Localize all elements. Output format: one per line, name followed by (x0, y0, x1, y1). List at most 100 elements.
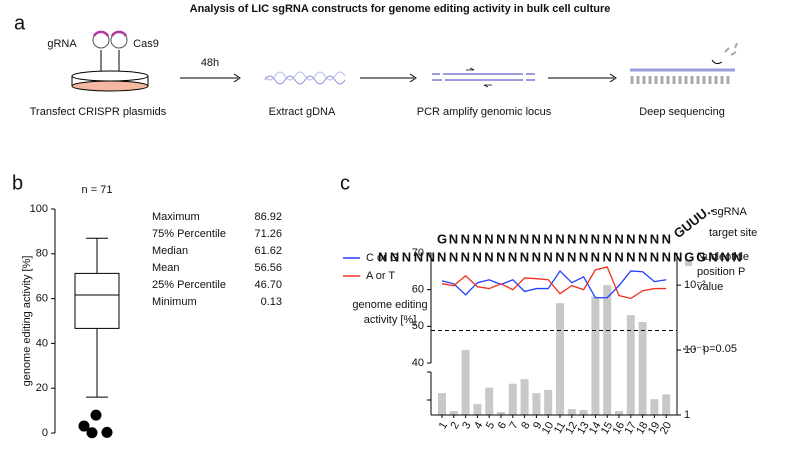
bar (556, 303, 564, 415)
legend-label: C or G (366, 252, 398, 264)
x-tick-label: 9 (531, 420, 544, 431)
x-tick-label: 12 (563, 420, 580, 437)
box (74, 272, 120, 329)
sequence: G (437, 231, 447, 246)
x-tick-label: 2 (448, 420, 461, 431)
outlier (86, 427, 98, 439)
primer (466, 67, 475, 71)
x-tick-label: 11 (552, 420, 568, 436)
y-tick-label: 40 (36, 337, 48, 349)
x-tick-label: 10 (540, 420, 557, 437)
bases (724, 42, 738, 56)
sequence: NNN (708, 249, 741, 264)
stat-value: 61.62 (254, 245, 282, 257)
stat-label: Minimum (152, 296, 197, 308)
outlier (78, 420, 90, 432)
x-tick-label: 20 (658, 420, 675, 437)
legend-label: p=0.05 (703, 343, 737, 355)
outlier (90, 409, 102, 421)
y-tick-label: 20 (36, 382, 48, 394)
dish-wall (71, 76, 149, 86)
sequence-label: sgRNA (712, 206, 748, 218)
dna (264, 71, 346, 81)
plasmid-insert (92, 30, 110, 37)
y2-tick-label: 10⁻¹ (684, 344, 706, 356)
panel-label: a (14, 12, 26, 34)
step-label: Extract gDNA (269, 106, 336, 118)
bar (638, 322, 647, 415)
sequence: NGG (673, 249, 706, 264)
bar (650, 399, 659, 415)
bar (662, 394, 671, 415)
bar (626, 315, 635, 415)
bar (603, 285, 612, 415)
bar (461, 350, 470, 415)
line (441, 269, 667, 299)
step-label: PCR amplify genomic locus (417, 106, 552, 118)
y-tick-label: 40 (412, 357, 424, 369)
arrowhead (409, 73, 417, 83)
sequence: NNNNN (378, 249, 435, 264)
sequence-label: target site (709, 227, 757, 239)
bar (438, 393, 446, 415)
stat-value: 71.26 (254, 228, 282, 240)
x-tick-label: 4 (472, 420, 485, 431)
bar (473, 404, 482, 415)
x-tick-label: 3 (460, 420, 473, 431)
stat-value: 46.70 (254, 279, 282, 291)
stat-label: Mean (152, 262, 180, 274)
y-tick-label: 70 (412, 247, 424, 259)
arrowhead (609, 73, 617, 83)
figure-title: Analysis of LIC sgRNA constructs for gen… (190, 3, 611, 15)
stat-label: Median (152, 245, 188, 257)
bar (591, 296, 600, 415)
y2-tick-label: 10⁻² (684, 279, 706, 291)
y-tick-label: 50 (412, 320, 424, 332)
bar (567, 409, 576, 415)
stat-value: 0.13 (261, 296, 282, 308)
dna (264, 75, 346, 85)
stat-label: 75% Percentile (152, 228, 226, 240)
stat-value: 56.56 (254, 262, 282, 274)
sequence: NNNNNNNNNNNNNNNNNNN (449, 231, 671, 246)
bar (579, 410, 588, 415)
x-tick-label: 5 (484, 420, 497, 431)
plasmid-label: gRNA (47, 38, 77, 50)
y-tick-label: 100 (30, 203, 48, 215)
step-label: Deep sequencing (639, 106, 725, 118)
arrowhead (233, 73, 241, 83)
step-label: Transfect CRISPR plasmids (30, 106, 167, 118)
x-tick-label: 8 (519, 420, 532, 431)
x-tick-label: 16 (611, 420, 628, 437)
y-axis-label: genome editing activity [%] (352, 299, 428, 326)
y-axis-break (427, 371, 432, 415)
panel-label: c (340, 172, 350, 194)
x-tick-label: 1 (437, 420, 450, 431)
x-tick-label: 19 (646, 420, 663, 437)
y-tick-label: 60 (412, 284, 424, 296)
bar (497, 412, 505, 415)
x-tick-label: 14 (587, 420, 604, 437)
bar (508, 383, 517, 415)
y2-tick-label: 1 (684, 409, 690, 421)
bar (449, 411, 458, 415)
y-tick-label: 0 (42, 427, 48, 439)
sequence: NNNNNNNNNNNNNNNNNNNN (437, 249, 671, 264)
bar (615, 411, 623, 415)
reads (630, 76, 730, 84)
x-tick-label: 17 (622, 420, 639, 437)
legend-label: Nucleotide position P value (697, 251, 749, 293)
legend-swatch (685, 259, 692, 266)
legend-label: A or T (366, 270, 395, 282)
bar (520, 379, 529, 415)
x-tick-label: 7 (507, 420, 520, 431)
arrow (711, 59, 723, 65)
bar (485, 387, 494, 415)
plasmid-insert (110, 30, 128, 37)
x-tick-label: 13 (575, 420, 592, 437)
x-tick-label: 15 (599, 420, 616, 437)
x-tick-label: 18 (634, 420, 651, 437)
y-tick-label: 80 (36, 248, 48, 260)
